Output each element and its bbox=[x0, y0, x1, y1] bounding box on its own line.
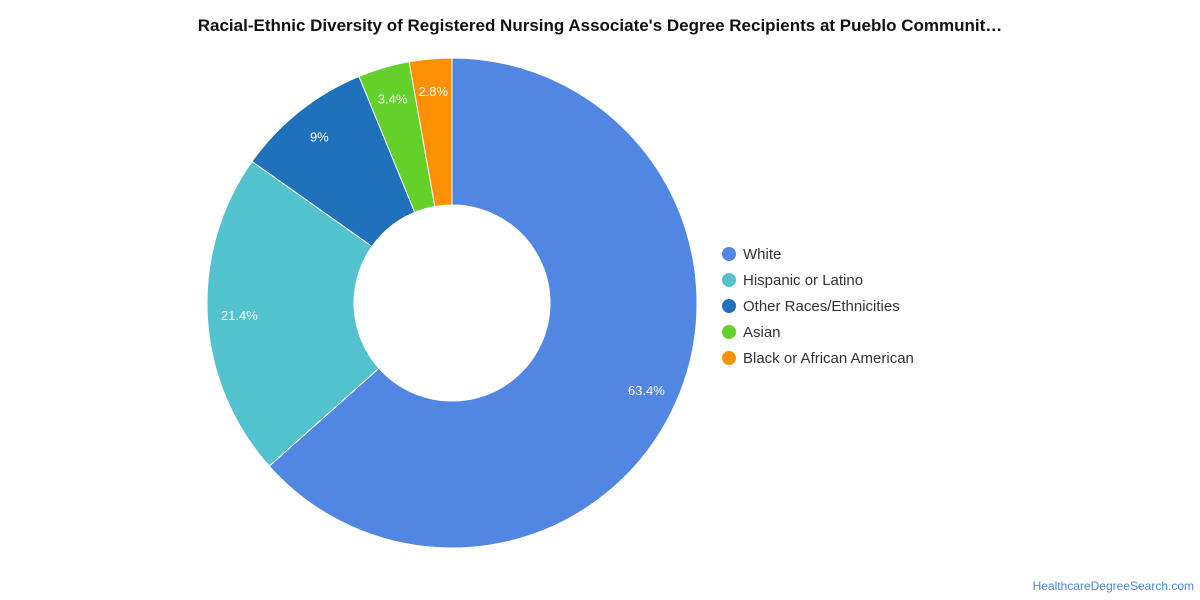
data-label-other-races-ethnicities: 9% bbox=[310, 129, 329, 144]
legend-swatch-white bbox=[722, 247, 736, 261]
data-label-black-or-african-american: 2.8% bbox=[418, 84, 448, 99]
legend-swatch-hispanic-or-latino bbox=[722, 273, 736, 287]
legend-item-other-races-ethnicities[interactable]: Other Races/Ethnicities bbox=[722, 293, 914, 319]
legend-item-asian[interactable]: Asian bbox=[722, 319, 914, 345]
legend-label-asian: Asian bbox=[743, 323, 781, 341]
legend-label-white: White bbox=[743, 245, 782, 263]
data-label-white: 63.4% bbox=[628, 383, 665, 398]
legend-swatch-other-races-ethnicities bbox=[722, 299, 736, 313]
legend-item-white[interactable]: White bbox=[722, 241, 914, 267]
slice-hispanic-or-latino[interactable] bbox=[206, 160, 380, 467]
data-label-asian: 3.4% bbox=[378, 91, 408, 106]
chart-title: Racial-Ethnic Diversity of Registered Nu… bbox=[197, 16, 1003, 35]
legend-swatch-black-or-african-american bbox=[722, 351, 736, 365]
legend-label-other-races-ethnicities: Other Races/Ethnicities bbox=[743, 297, 900, 315]
legend-label-black-or-african-american: Black or African American bbox=[743, 349, 914, 367]
data-label-hispanic-or-latino: 21.4% bbox=[221, 308, 258, 323]
slice-white[interactable] bbox=[268, 57, 698, 549]
legend-swatch-asian bbox=[722, 325, 736, 339]
slice-black-or-african-american[interactable] bbox=[408, 57, 453, 208]
legend-label-hispanic-or-latino: Hispanic or Latino bbox=[743, 271, 864, 289]
legend-item-hispanic-or-latino[interactable]: Hispanic or Latino bbox=[722, 267, 914, 293]
legend-item-black-or-african-american[interactable]: Black or African American bbox=[722, 345, 914, 371]
chart-legend: White Hispanic or Latino Other Races/Ethni… bbox=[722, 241, 914, 371]
watermark-link[interactable]: HealthcareDegreeSearch.com bbox=[1032, 579, 1194, 593]
